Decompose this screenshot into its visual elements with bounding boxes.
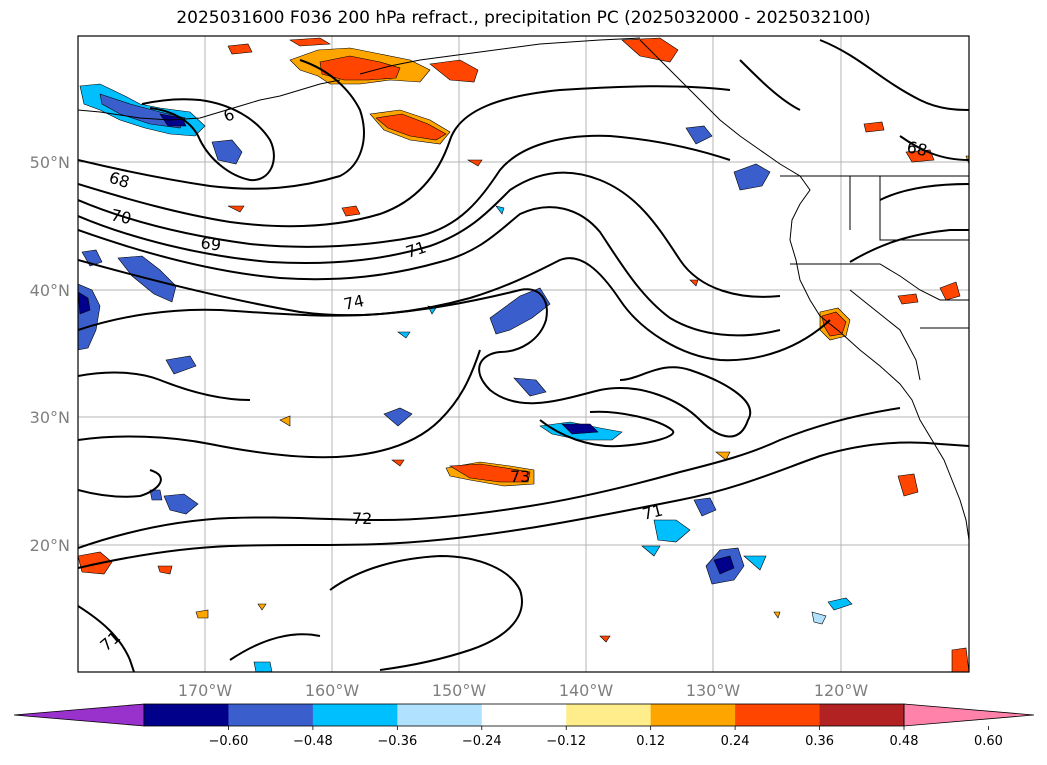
colorbar-segment (312, 704, 398, 726)
longitude-labels: 170°W 160°W 150°W 140°W 130°W 120°W (178, 681, 869, 700)
lon-label: 130°W (686, 681, 741, 700)
contour-label: 69 (199, 233, 222, 255)
colorbar-segment (228, 704, 314, 726)
colorbar-label: −0.36 (377, 734, 417, 749)
contour-label: 70 (109, 205, 133, 228)
colorbar-segment (397, 704, 483, 726)
latitude-labels: 50°N 40°N 30°N 20°N (30, 153, 70, 555)
colorbar-segment (735, 704, 821, 726)
colorbar: −0.60 −0.48 −0.36 −0.24 −0.12 0.12 0.24 0.36 0.4… (13, 703, 1035, 749)
plot-frame (77, 35, 970, 673)
lat-label: 20°N (30, 536, 70, 555)
colorbar-label: −0.60 (209, 734, 249, 749)
lon-label: 120°W (814, 681, 869, 700)
colorbar-label: 0.48 (890, 734, 919, 749)
colorbar-frame (143, 703, 905, 727)
lon-label: 170°W (178, 681, 233, 700)
colorbar-label: 0.60 (974, 734, 1003, 749)
colorbar-segment (144, 704, 229, 726)
colorbar-segment (566, 704, 652, 726)
contour-label: 73 (510, 467, 530, 486)
colorbar-segment (650, 704, 736, 726)
contour-label: 71 (640, 501, 664, 524)
lat-label: 30°N (30, 408, 70, 427)
colorbar-extend-low (13, 703, 145, 727)
refractivity-contours (78, 39, 969, 672)
lat-label: 40°N (30, 281, 70, 300)
lat-label: 50°N (30, 153, 70, 172)
contour-label: 72 (352, 509, 372, 528)
map-title: 2025031600 F036 200 hPa refract., precip… (176, 8, 871, 28)
contour-label: 68 (905, 137, 929, 160)
colorbar-label: −0.24 (462, 734, 502, 749)
colorbar-label: 0.24 (721, 734, 750, 749)
colorbar-label: −0.48 (293, 734, 333, 749)
colorbar-segment (819, 704, 905, 726)
lon-label: 140°W (559, 681, 614, 700)
colorbar-extend-high (903, 703, 1035, 727)
lon-label: 150°W (432, 681, 487, 700)
colorbar-label: 0.12 (636, 734, 665, 749)
colorbar-label: −0.12 (546, 734, 586, 749)
contour-label: 74 (342, 291, 366, 314)
plot-area (78, 36, 969, 672)
precip-positive-areas (78, 37, 969, 672)
colorbar-segment (481, 704, 567, 726)
lon-label: 160°W (305, 681, 360, 700)
colorbar-label: 0.36 (805, 734, 834, 749)
coastlines (78, 37, 969, 541)
